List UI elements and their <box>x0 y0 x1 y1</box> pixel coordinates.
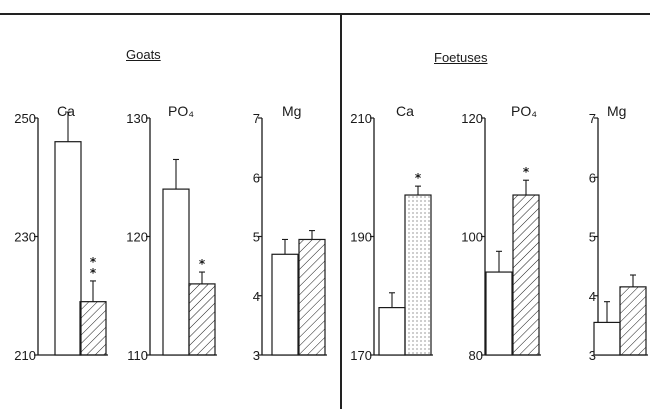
y-tick-label-foetuses-1-1: 100 <box>461 230 483 245</box>
y-tick-label-foetuses-1-2: 120 <box>461 111 483 126</box>
y-tick-label-goats-0-0: 210 <box>14 348 36 363</box>
panel-title-goats-po4: PO₄ <box>168 103 194 119</box>
y-tick-label-foetuses-0-1: 190 <box>350 230 372 245</box>
bar-foetuses-1-1 <box>512 194 540 356</box>
bar-goats-2-1 <box>298 238 326 356</box>
y-tick-label-foetuses-2-3: 6 <box>589 170 596 185</box>
bar-foetuses-0-1 <box>404 194 432 356</box>
group-title-goats: Goats <box>126 47 161 62</box>
bar-foetuses-1-0 <box>485 271 513 356</box>
significance-marker-goats-0-1-1: * <box>90 266 97 280</box>
panel-title-goats-mg: Mg <box>282 103 302 119</box>
y-tick-label-goats-1-1: 120 <box>126 230 148 245</box>
y-tick-label-goats-2-3: 6 <box>253 170 260 185</box>
y-tick-label-foetuses-2-1: 4 <box>589 289 596 304</box>
bar-goats-0-1 <box>79 301 107 356</box>
y-tick-label-foetuses-1-0: 80 <box>469 348 483 363</box>
panel-title-foetuses-po4: PO₄ <box>511 103 537 119</box>
significance-marker-foetuses-0-1-0: * <box>415 171 422 185</box>
y-tick-label-goats-2-1: 4 <box>253 289 260 304</box>
panel-title-foetuses-ca: Ca <box>396 103 414 119</box>
y-tick-label-goats-2-0: 3 <box>253 348 260 363</box>
y-tick-label-goats-2-2: 5 <box>253 230 260 245</box>
y-tick-label-foetuses-2-0: 3 <box>589 348 596 363</box>
y-tick-label-foetuses-2-2: 5 <box>589 230 596 245</box>
y-tick-label-foetuses-2-4: 7 <box>589 111 596 126</box>
y-tick-label-goats-0-2: 250 <box>14 111 36 126</box>
top-rule <box>0 13 650 15</box>
y-tick-label-goats-0-1: 230 <box>14 230 36 245</box>
y-tick-label-foetuses-0-2: 210 <box>350 111 372 126</box>
panel-title-foetuses-mg: Mg <box>607 103 627 119</box>
significance-marker-goats-1-1-0: * <box>199 257 206 271</box>
y-tick-label-goats-2-4: 7 <box>253 111 260 126</box>
bar-goats-1-1 <box>188 283 216 356</box>
significance-marker-foetuses-1-1-0: * <box>523 165 530 179</box>
bar-goats-1-0 <box>162 188 190 356</box>
bar-foetuses-0-0 <box>378 307 406 356</box>
significance-marker-goats-0-1-0: * <box>90 255 97 269</box>
panel-title-goats-ca: Ca <box>57 103 75 119</box>
bar-foetuses-2-1 <box>619 286 647 356</box>
y-tick-label-goats-1-2: 130 <box>126 111 148 126</box>
bar-goats-0-0 <box>54 141 82 356</box>
bar-goats-2-0 <box>271 253 299 356</box>
bar-foetuses-2-0 <box>593 321 621 356</box>
group-divider <box>340 13 342 409</box>
group-title-foetuses: Foetuses <box>434 50 488 65</box>
y-tick-label-foetuses-0-0: 170 <box>350 348 372 363</box>
y-tick-label-goats-1-0: 110 <box>127 348 148 363</box>
